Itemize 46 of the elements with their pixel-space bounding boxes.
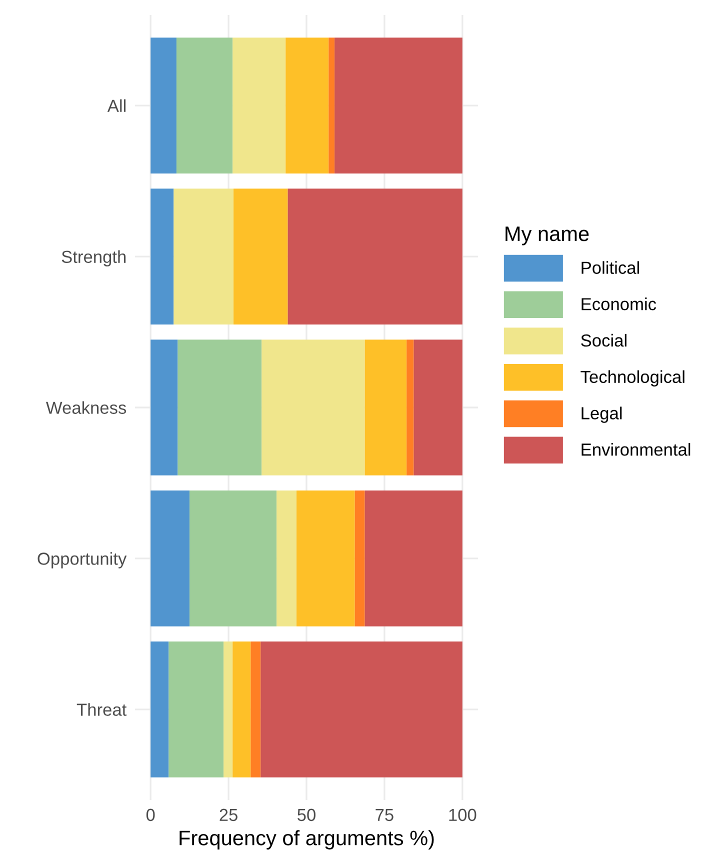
legend-label: Economic <box>582 298 656 310</box>
legend-label: Social <box>581 334 626 347</box>
bar <box>364 340 407 476</box>
bar <box>276 490 297 626</box>
legend-label: Environmental <box>582 443 690 456</box>
bar <box>232 38 286 174</box>
bar <box>328 38 335 174</box>
bar <box>168 641 224 778</box>
bar <box>288 188 462 324</box>
legend-label: Legal <box>582 406 622 423</box>
bar <box>354 490 365 626</box>
bar <box>232 641 251 778</box>
legend-label: Political <box>582 261 639 274</box>
y-tick-label: Opportunity <box>38 552 127 568</box>
bar <box>224 641 233 778</box>
legend-label: Technological <box>580 370 684 386</box>
bar <box>234 188 288 324</box>
x-tick-label: 75 <box>376 808 394 822</box>
bar <box>150 188 174 324</box>
bar <box>286 38 329 174</box>
bar <box>406 340 414 476</box>
bar <box>174 188 234 324</box>
x-tick-label: 100 <box>449 808 476 822</box>
y-tick-label: Weakness <box>46 401 126 414</box>
x-tick-label: 0 <box>146 808 155 822</box>
bar <box>262 340 365 476</box>
y-tick-label: Strength <box>62 250 126 266</box>
bar <box>178 340 262 476</box>
y-tick-label: Threat <box>76 703 127 716</box>
bar <box>190 490 277 626</box>
x-tick-label: 50 <box>298 808 316 822</box>
y-tick-label: All <box>107 99 126 112</box>
x-axis-title: Frequency of arguments %) <box>180 830 434 850</box>
bar <box>296 490 355 626</box>
bar <box>150 641 169 778</box>
bar <box>260 641 462 778</box>
x-tick-label: 25 <box>220 808 238 822</box>
bar <box>176 38 233 174</box>
bar <box>364 490 462 626</box>
bar <box>150 490 190 626</box>
bar <box>250 641 261 778</box>
legend-title: My name <box>506 226 589 246</box>
bar <box>150 340 178 476</box>
bar <box>334 38 462 174</box>
bar <box>414 340 462 476</box>
bar <box>150 38 176 174</box>
